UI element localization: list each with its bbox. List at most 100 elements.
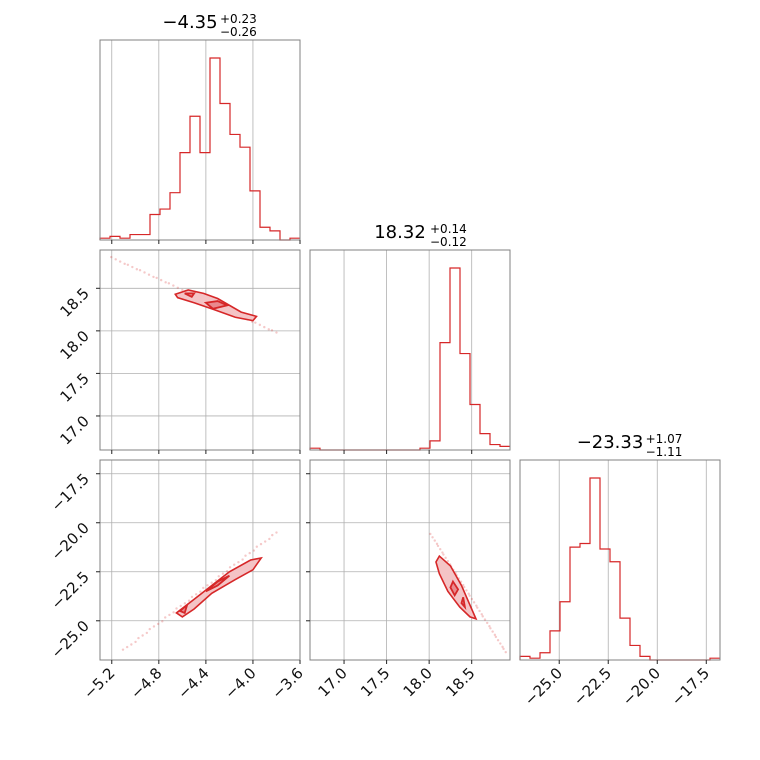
scatter-point xyxy=(468,594,471,597)
scatter-point xyxy=(439,548,442,551)
scatter-point xyxy=(476,606,479,609)
x-tick-label: −25.0 xyxy=(521,664,566,709)
scatter-point xyxy=(114,258,117,261)
scatter-point xyxy=(228,566,232,569)
x-tick-label: 18.0 xyxy=(400,664,436,700)
histogram-line xyxy=(99,57,300,241)
y-tick-label: −25.0 xyxy=(48,617,93,662)
axis-frame xyxy=(309,249,511,451)
scatter-panel-1-2 xyxy=(96,249,301,454)
scatter-point xyxy=(496,639,500,642)
scatter-point xyxy=(214,578,218,582)
scatter-point xyxy=(134,640,137,644)
hist-title-lower-err: −1.11 xyxy=(646,445,683,459)
scatter-point xyxy=(502,647,505,651)
scatter-point xyxy=(110,255,113,259)
hist-panel-2: 18.32 +0.14−0.12 xyxy=(309,222,511,454)
hist-title-3: −23.33 xyxy=(577,432,644,453)
scatter-point xyxy=(472,601,476,604)
scatter-point xyxy=(176,286,180,289)
scatter-point xyxy=(275,531,278,534)
scatter-point xyxy=(121,648,125,651)
scatter-point xyxy=(465,589,468,592)
scatter-point xyxy=(190,595,194,599)
axis-frame xyxy=(99,459,301,661)
y-tick-label: 18.0 xyxy=(56,327,92,363)
scatter-point xyxy=(135,268,139,271)
scatter-point xyxy=(181,288,184,292)
x-tick-label: −22.5 xyxy=(570,664,615,709)
scatter-point xyxy=(444,556,447,560)
scatter-point xyxy=(268,537,271,541)
x-tick-label: −3.6 xyxy=(268,664,306,702)
scatter-point xyxy=(433,539,436,542)
x-tick-label: −4.0 xyxy=(221,664,259,702)
density-contour-outer xyxy=(175,556,263,618)
scatter-point xyxy=(141,634,144,637)
scatter-point xyxy=(168,613,171,617)
scatter-point xyxy=(202,586,205,590)
x-tick-label: −20.0 xyxy=(619,664,664,709)
scatter-point xyxy=(159,278,163,282)
histogram-line xyxy=(309,267,510,451)
scatter-point xyxy=(156,622,160,626)
scatter-point xyxy=(488,625,491,628)
scatter-point xyxy=(187,599,191,602)
x-tick-label: −5.2 xyxy=(80,664,118,702)
scatter-point xyxy=(152,625,156,628)
scatter-point xyxy=(478,609,481,613)
scatter-point xyxy=(206,584,209,587)
axis-frame xyxy=(99,39,301,241)
scatter-point xyxy=(501,645,504,649)
hist-panel-1: −4.35 +0.23−0.26 xyxy=(99,12,301,244)
scatter-point xyxy=(164,616,167,619)
scatter-point xyxy=(470,597,474,601)
density-contour-core xyxy=(178,602,189,615)
scatter-point xyxy=(270,329,274,332)
scatter-point xyxy=(125,645,129,649)
scatter-point xyxy=(271,533,274,537)
scatter-point xyxy=(225,569,229,573)
scatter-point xyxy=(494,635,498,639)
y-tick-label: 18.5 xyxy=(56,284,92,320)
scatter-point xyxy=(480,613,483,616)
scatter-point xyxy=(175,607,178,610)
y-tick-label: −20.0 xyxy=(48,519,93,564)
scatter-point xyxy=(435,542,439,546)
scatter-point xyxy=(258,323,262,327)
scatter-point xyxy=(183,602,187,605)
hist-title-upper-err: +1.07 xyxy=(646,432,683,446)
scatter-point xyxy=(164,281,167,284)
density-contour-inner xyxy=(449,579,460,598)
x-tick-label: 17.5 xyxy=(357,664,393,700)
x-tick-label: −17.5 xyxy=(668,664,713,709)
scatter-point xyxy=(499,642,502,645)
scatter-point xyxy=(475,604,478,607)
x-tick-label: 18.5 xyxy=(442,664,478,700)
scatter-point xyxy=(441,551,444,554)
scatter-point xyxy=(248,551,251,555)
scatter-point xyxy=(267,328,270,331)
scatter-point xyxy=(138,269,142,272)
hist-title-1: −4.35 xyxy=(162,12,217,33)
scatter-point xyxy=(259,542,263,546)
scatter-point xyxy=(493,633,497,637)
scatter-point xyxy=(221,572,225,575)
hist-title-2: 18.32 xyxy=(374,222,426,243)
scatter-point xyxy=(486,621,489,625)
scatter-point xyxy=(199,590,202,593)
y-tick-label: 17.5 xyxy=(56,370,92,406)
scatter-point xyxy=(131,265,134,269)
y-tick-label: −22.5 xyxy=(48,568,93,613)
scatter-point xyxy=(172,611,175,614)
axis-frame xyxy=(309,459,511,661)
scatter-point xyxy=(254,321,257,324)
axis-frame xyxy=(519,459,721,661)
scatter-point xyxy=(126,263,130,266)
scatter-point xyxy=(442,553,445,556)
scatter-point xyxy=(436,544,440,548)
scatter-point xyxy=(244,554,247,557)
density-contour-inner xyxy=(203,300,230,310)
scatter-point xyxy=(489,627,492,630)
